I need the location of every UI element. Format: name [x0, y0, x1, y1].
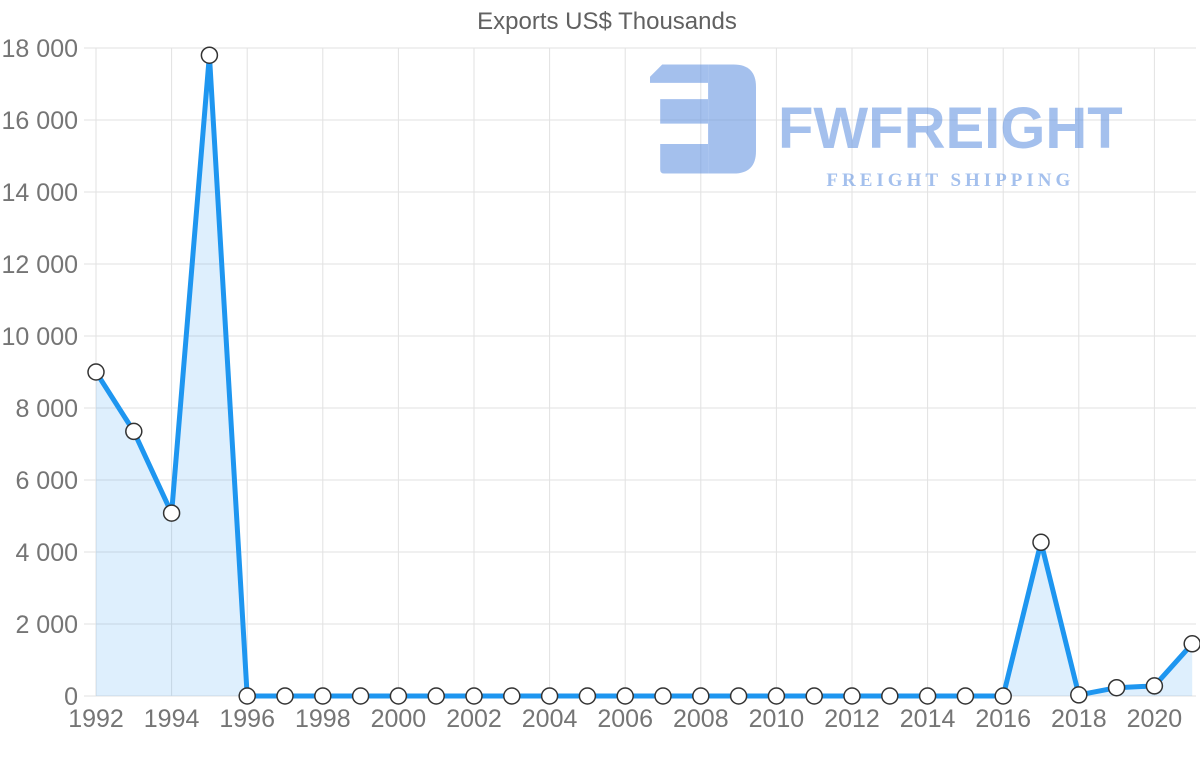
svg-text:2014: 2014 [900, 705, 956, 733]
svg-text:0: 0 [64, 683, 78, 711]
svg-text:6 000: 6 000 [15, 467, 78, 495]
svg-text:2002: 2002 [446, 705, 502, 733]
svg-text:1992: 1992 [68, 705, 124, 733]
svg-text:2020: 2020 [1127, 705, 1183, 733]
svg-text:12 000: 12 000 [2, 251, 78, 279]
svg-text:2010: 2010 [749, 705, 805, 733]
svg-text:2006: 2006 [597, 705, 653, 733]
svg-text:2004: 2004 [522, 705, 578, 733]
svg-text:2012: 2012 [824, 705, 880, 733]
svg-text:8 000: 8 000 [15, 395, 78, 423]
svg-text:10 000: 10 000 [2, 323, 78, 351]
svg-text:14 000: 14 000 [2, 179, 78, 207]
svg-text:2008: 2008 [673, 705, 729, 733]
svg-text:1996: 1996 [219, 705, 275, 733]
svg-text:18 000: 18 000 [2, 35, 78, 63]
svg-text:1998: 1998 [295, 705, 351, 733]
chart-title: Exports US$ Thousands [477, 8, 737, 35]
svg-text:16 000: 16 000 [2, 107, 78, 135]
svg-text:2016: 2016 [975, 705, 1031, 733]
svg-text:2 000: 2 000 [15, 611, 78, 639]
svg-text:2000: 2000 [371, 705, 427, 733]
svg-text:4 000: 4 000 [15, 539, 78, 567]
svg-text:1994: 1994 [144, 705, 200, 733]
svg-text:2018: 2018 [1051, 705, 1107, 733]
